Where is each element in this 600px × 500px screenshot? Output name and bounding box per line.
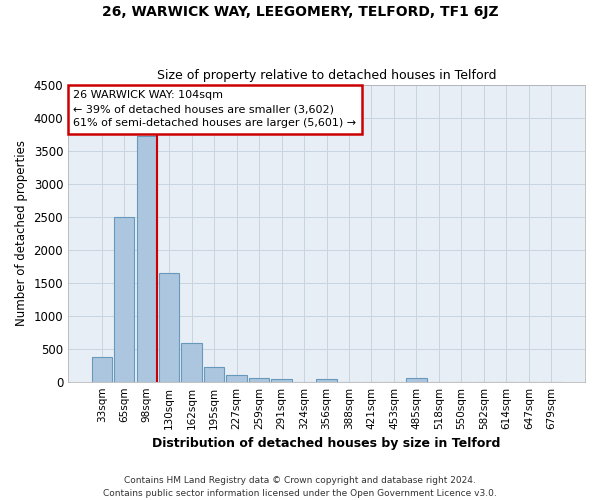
Text: Contains HM Land Registry data © Crown copyright and database right 2024.
Contai: Contains HM Land Registry data © Crown c… (103, 476, 497, 498)
Bar (249, 378, 269, 382)
Title: Size of property relative to detached houses in Telford: Size of property relative to detached ho… (157, 69, 496, 82)
Bar (226, 374, 247, 382)
Bar (137, 136, 157, 382)
Bar (316, 378, 337, 382)
Bar (204, 367, 224, 382)
Bar (92, 358, 112, 382)
X-axis label: Distribution of detached houses by size in Telford: Distribution of detached houses by size … (152, 437, 501, 450)
Bar (271, 378, 292, 382)
Bar (406, 378, 427, 382)
Text: 26 WARWICK WAY: 104sqm
← 39% of detached houses are smaller (3,602)
61% of semi-: 26 WARWICK WAY: 104sqm ← 39% of detached… (73, 90, 356, 128)
Y-axis label: Number of detached properties: Number of detached properties (15, 140, 28, 326)
Text: 26, WARWICK WAY, LEEGOMERY, TELFORD, TF1 6JZ: 26, WARWICK WAY, LEEGOMERY, TELFORD, TF1… (101, 5, 499, 19)
Bar (114, 216, 134, 382)
Bar (159, 274, 179, 382)
Bar (181, 342, 202, 382)
